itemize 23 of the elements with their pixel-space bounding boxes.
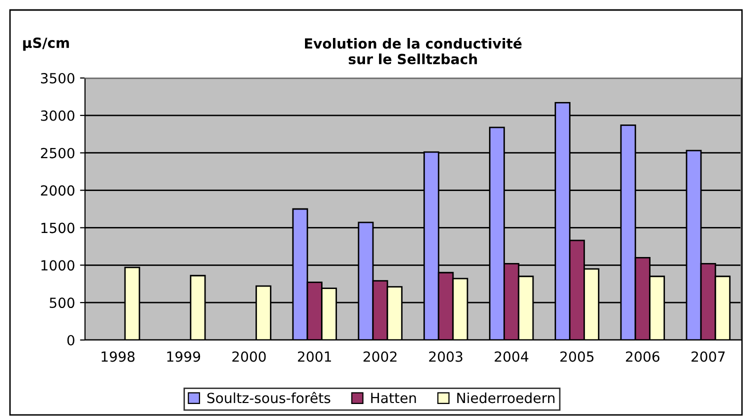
y-tick-label: 500	[50, 298, 74, 308]
x-tick-label: 2003	[429, 351, 462, 362]
legend-label: Hatten	[371, 392, 416, 404]
x-tick-label: 2001	[298, 351, 331, 362]
x-tick-label: 2005	[560, 351, 594, 362]
y-tick-label: 3500	[40, 72, 74, 84]
legend-label: Soultz-sous-forêts	[207, 392, 330, 404]
x-tick-label: 2004	[494, 351, 528, 362]
y-tick-label: 0	[67, 334, 74, 346]
x-tick-label: 2002	[364, 351, 396, 362]
x-tick-label: 1999	[167, 351, 200, 362]
y-axis-title: µS/cm	[23, 38, 69, 51]
legend-label: Niederroedern	[457, 392, 554, 404]
x-tick-label: 2000	[232, 351, 266, 362]
chart-title: Evolution de la conductivité sur le Selltzbach	[304, 37, 522, 64]
y-tick-label: 1000	[41, 260, 74, 271]
x-tick-label: 2006	[626, 351, 660, 362]
y-tick-label: 1500	[41, 222, 74, 234]
y-tick-label: 2000	[40, 185, 74, 196]
x-tick-label: 2007	[692, 351, 725, 362]
y-tick-label: 3000	[40, 110, 74, 121]
x-tick-label: 1998	[102, 351, 135, 362]
y-tick-label: 2500	[40, 148, 74, 158]
